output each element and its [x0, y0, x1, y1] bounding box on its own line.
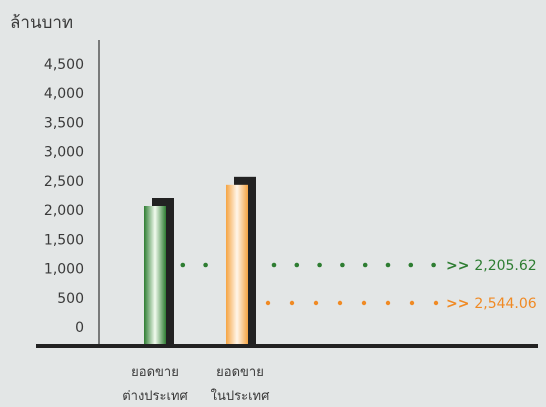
leader-dot	[385, 262, 391, 268]
leader-dot	[203, 262, 208, 268]
leader-dot	[340, 262, 345, 268]
bar	[144, 206, 166, 344]
y-unit-label: ล้านบาท	[10, 13, 73, 33]
leader-dot	[362, 262, 368, 268]
leader-dot	[313, 300, 319, 306]
x-category-label: ในประเทศ	[211, 388, 270, 404]
leader-dot	[361, 300, 367, 306]
x-category-label: ยอดขาย	[131, 365, 179, 380]
value-label: 2,205.62	[474, 258, 536, 274]
leader-dot	[337, 300, 343, 306]
y-tick-label: 0	[75, 320, 84, 336]
y-tick-label: 3,000	[44, 145, 84, 161]
y-tick-label: 3,500	[44, 115, 84, 131]
leader-dot	[408, 262, 414, 268]
leader-dot	[294, 262, 300, 268]
leader-dot	[271, 262, 277, 268]
value-annotation: >> 2,205.62	[446, 258, 537, 274]
leader-dot	[289, 300, 295, 306]
y-tick-label: 500	[57, 291, 84, 307]
x-category-label: ต่างประเทศ	[122, 389, 188, 404]
leader-dot	[433, 300, 439, 306]
y-tick-label: 1,000	[44, 262, 84, 278]
leader-dot	[431, 262, 436, 268]
y-tick-label: 1,500	[44, 232, 84, 248]
y-tick-label: 2,000	[44, 203, 84, 219]
leader-dot	[317, 262, 322, 268]
leader-dot	[409, 300, 415, 306]
y-tick-label: 2,500	[44, 174, 84, 190]
leader-dot	[180, 262, 186, 268]
arrow-marker: >>	[446, 258, 474, 274]
bar	[226, 184, 248, 344]
y-tick-label: 4,500	[44, 57, 84, 73]
value-label: 2,544.06	[474, 296, 536, 312]
arrow-marker: >>	[446, 296, 474, 312]
x-category-label: ยอดขาย	[216, 365, 264, 380]
value-annotation: >> 2,544.06	[446, 296, 537, 312]
y-tick-label: 4,000	[44, 86, 84, 102]
leader-dot	[265, 300, 271, 306]
leader-dot	[385, 300, 391, 306]
